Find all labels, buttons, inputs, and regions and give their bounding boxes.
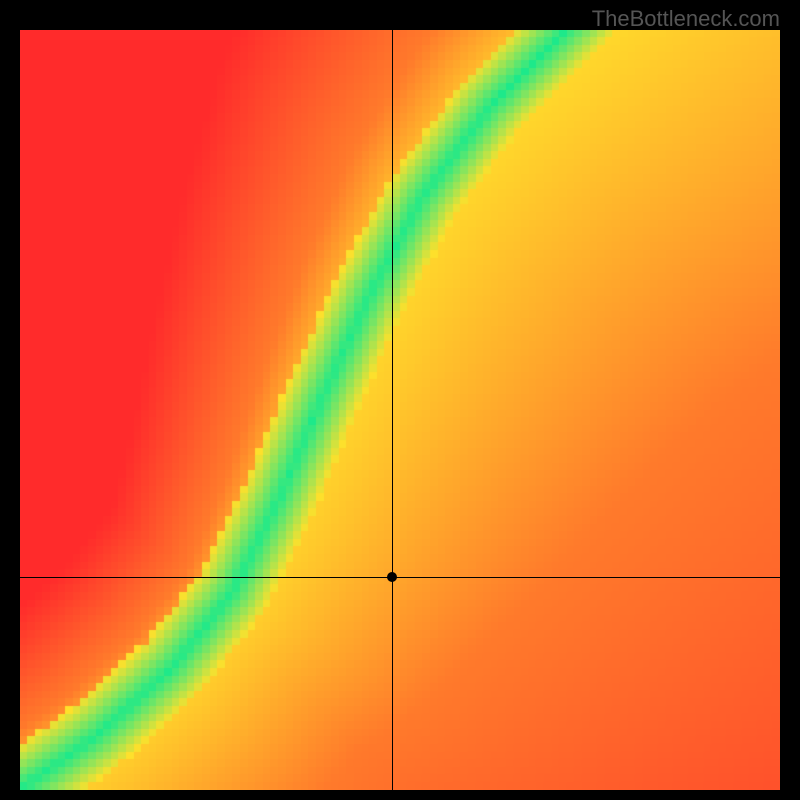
heatmap-canvas: [20, 30, 780, 790]
crosshair-horizontal: [20, 577, 780, 578]
crosshair-vertical: [392, 30, 393, 790]
marker-point: [387, 572, 397, 582]
plot-area: [20, 30, 780, 790]
watermark-text: TheBottleneck.com: [592, 6, 780, 32]
chart-container: TheBottleneck.com: [0, 0, 800, 800]
